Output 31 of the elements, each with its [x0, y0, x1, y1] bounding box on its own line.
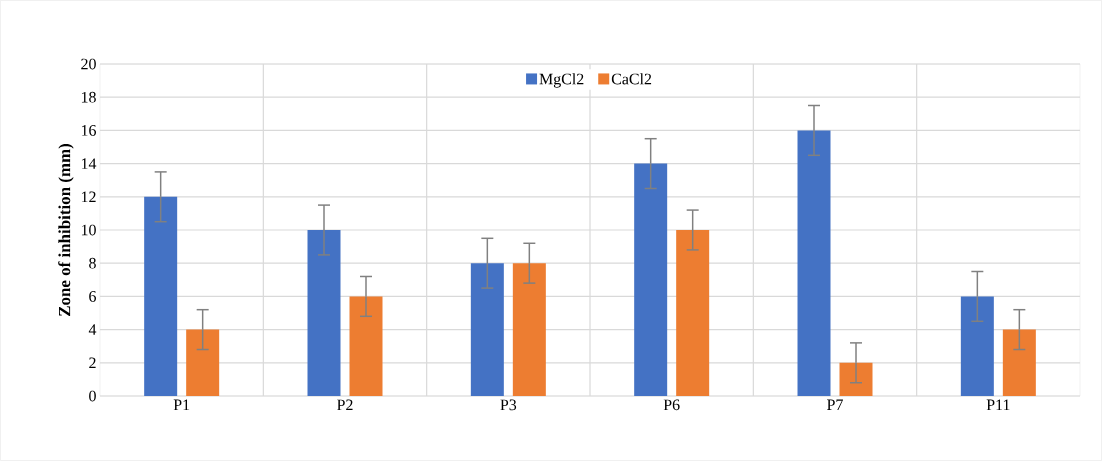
- x-tick-label: P1: [173, 399, 190, 411]
- bar: [634, 163, 668, 396]
- bar: [144, 196, 178, 396]
- x-tick-label: P11: [986, 399, 1010, 411]
- bar: [1002, 329, 1036, 396]
- y-tick-label: 2: [89, 357, 96, 369]
- x-tick-label: P6: [663, 399, 680, 411]
- bar: [676, 230, 710, 396]
- y-tick-label: 16: [81, 125, 97, 136]
- y-tick-label: 14: [81, 158, 97, 169]
- y-tick-label: 18: [81, 91, 96, 103]
- bar: [797, 130, 831, 396]
- y-tick-label: 6: [89, 291, 97, 302]
- y-tick-label: 20: [81, 58, 96, 70]
- bar: [512, 263, 546, 396]
- legend-label: CaCl2: [611, 73, 652, 85]
- legend-label: MgCl2: [539, 73, 584, 88]
- y-axis-title: Zone of inhibition (mm): [58, 143, 74, 316]
- bar: [186, 329, 220, 396]
- y-tick-label: 8: [89, 257, 96, 269]
- y-tick-label: 10: [81, 224, 96, 236]
- bar: [470, 263, 504, 396]
- bar: [307, 230, 341, 396]
- y-tick-label: 4: [88, 324, 97, 335]
- x-tick-label: P2: [337, 399, 353, 411]
- bar: [960, 296, 994, 396]
- y-tick-label: 0: [89, 390, 96, 402]
- bar: [349, 296, 383, 396]
- y-tick-label: 12: [81, 191, 96, 203]
- x-tick-label: P7: [827, 399, 843, 410]
- x-tick-label: P3: [500, 399, 517, 411]
